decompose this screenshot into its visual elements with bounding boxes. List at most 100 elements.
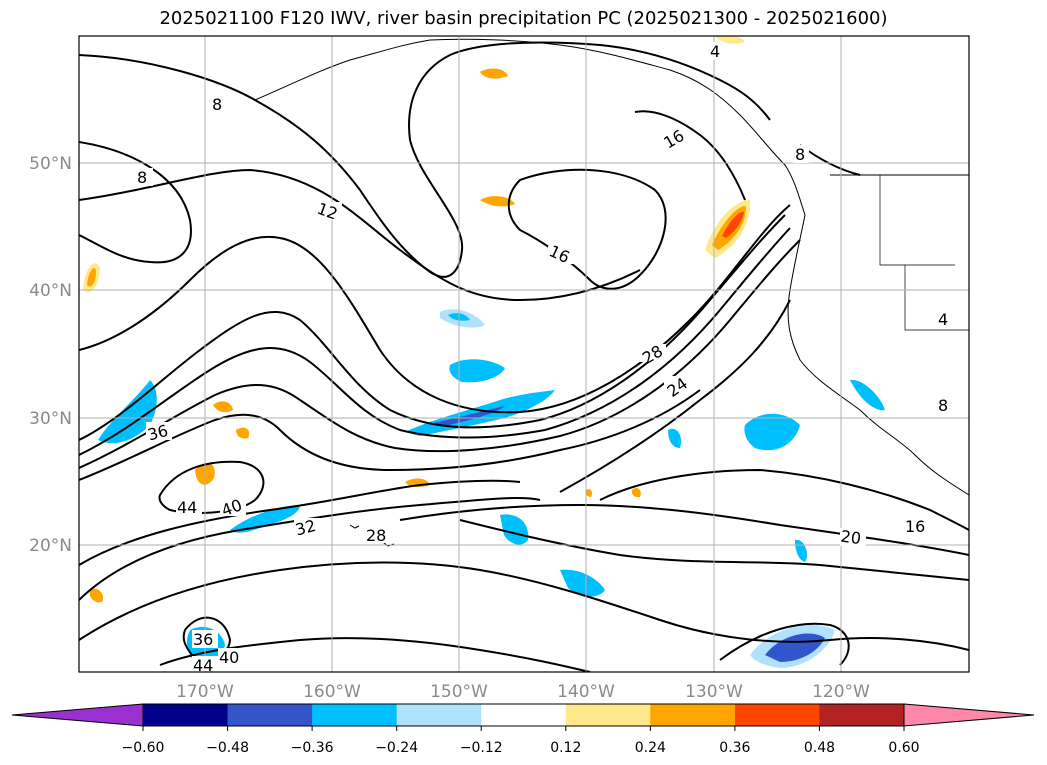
- shade-orange-mid: [480, 196, 515, 207]
- colorbar-tick-label: −0.36: [291, 740, 334, 756]
- contour-label: 44: [193, 656, 213, 675]
- coast-alaska: [254, 38, 806, 216]
- colorbar-segment: [734, 704, 820, 726]
- shade-blue-east: [744, 413, 800, 451]
- state-lines-2: [904, 265, 969, 331]
- contour-20-inner: [559, 299, 791, 493]
- contour-16-closed: [507, 168, 667, 290]
- graticule: [79, 36, 969, 672]
- colorbar-tick-label: −0.24: [375, 740, 418, 756]
- lon-tick-label: 160°W: [303, 682, 361, 702]
- contour-label: 8: [212, 95, 222, 114]
- lat-axis-labels: 50°N 40°N 30°N 20°N: [29, 154, 72, 556]
- contour-16-east: [599, 468, 969, 531]
- lat-tick-label: 30°N: [29, 409, 72, 429]
- colorbar-frame: [142, 703, 905, 727]
- colorbar-tick-label: 0.24: [635, 740, 666, 756]
- contour-44-southeast: [719, 622, 850, 666]
- colorbar-segment: [650, 704, 736, 726]
- contour-label: 36: [146, 421, 171, 445]
- shade-orange-f: [585, 489, 593, 497]
- lon-axis-labels: 170°W 160°W 150°W 140°W 130°W 120°W: [176, 682, 870, 702]
- contour-20-south: [79, 561, 969, 651]
- contour-12: [79, 168, 641, 302]
- map-title: 2025021100 F120 IWV, river basin precipi…: [159, 8, 888, 29]
- contour-16-north: [634, 110, 746, 201]
- contour-label: 8: [137, 168, 147, 187]
- colorbar-tick-label: −0.12: [460, 740, 503, 756]
- iwv-contours: [79, 41, 969, 672]
- shade-orange-c: [89, 588, 104, 603]
- shade-blue-mid: [500, 514, 529, 545]
- shade-orange-west: [87, 267, 96, 287]
- colorbar-segment: [481, 704, 567, 726]
- colorbar-segment: [819, 704, 905, 726]
- contour-36: [79, 389, 701, 481]
- lon-tick-label: 140°W: [557, 682, 615, 702]
- plot-frame: [78, 35, 970, 673]
- contour-label: 20: [839, 527, 862, 549]
- shade-blue-patch: [449, 359, 505, 383]
- shade-blue-mexico: [850, 379, 885, 411]
- contour-32: [79, 239, 801, 469]
- contour-label: 36: [193, 630, 213, 649]
- shade-blue-mid2: [560, 569, 605, 597]
- shade-blue-small3: [668, 428, 682, 448]
- colorbar-tick-label: 0.60: [888, 740, 919, 756]
- colorbar-extend-right: [903, 703, 1035, 727]
- colorbar: −0.60 −0.48 −0.36 −0.24 −0.12 0.12 0.24 0.36 0.4…: [11, 703, 1035, 756]
- contour-20: [79, 204, 791, 414]
- contour-label: 8: [938, 396, 948, 415]
- plot-area: [79, 36, 969, 672]
- contour-28: [79, 214, 786, 441]
- shade-orange-a: [213, 401, 233, 413]
- shade-red-coast: [722, 211, 744, 238]
- contour-label: 28: [366, 526, 386, 545]
- lat-tick-label: 50°N: [29, 154, 72, 174]
- colorbar-tick-label: 0.12: [550, 740, 581, 756]
- contour-24: [79, 227, 791, 456]
- contour-32-south: [79, 496, 541, 601]
- contour-20-mid: [399, 503, 969, 556]
- contour-28-south: [79, 479, 521, 566]
- colorbar-tick-label: 0.48: [804, 740, 835, 756]
- contour-label: 44: [177, 498, 197, 517]
- contour-label: 40: [219, 648, 239, 667]
- colorbar-tick-label: −0.48: [206, 740, 249, 756]
- colorbar-segment: [227, 704, 313, 726]
- colorbar-segment: [143, 704, 229, 726]
- shade-orange-e: [631, 487, 641, 498]
- colorbar-extend-left: [11, 703, 144, 727]
- lat-tick-label: 40°N: [29, 281, 72, 301]
- coastlines: [254, 38, 969, 547]
- coast-westus: [787, 214, 969, 496]
- shade-blue-hawaii: [230, 505, 300, 533]
- contour-label: 16: [905, 517, 925, 536]
- colorbar-tick-label: 0.36: [719, 740, 750, 756]
- contour-label: 4: [710, 42, 720, 61]
- shade-yellow-top: [715, 36, 745, 44]
- contour-label: 32: [293, 516, 318, 540]
- contour-label: 8: [795, 145, 805, 164]
- lon-tick-label: 170°W: [176, 682, 234, 702]
- contour-16-south: [459, 519, 969, 581]
- colorbar-segment: [312, 704, 398, 726]
- lon-tick-label: 120°W: [812, 682, 870, 702]
- colorbar-segment: [565, 704, 651, 726]
- shade-orange-north: [480, 68, 508, 79]
- shade-orange-b: [236, 427, 250, 439]
- colorbar-segments: [11, 703, 1035, 727]
- colorbar-segment: [396, 704, 482, 726]
- contour-labels: 8 8 12 16 16 28 24 36 44 40 32 28 20: [135, 42, 952, 675]
- lon-tick-label: 150°W: [430, 682, 488, 702]
- lat-tick-label: 20°N: [29, 536, 72, 556]
- contour-label: 4: [938, 310, 948, 329]
- colorbar-tick-label: −0.60: [122, 740, 165, 756]
- colorbar-ticks: −0.60 −0.48 −0.36 −0.24 −0.12 0.12 0.24 0.36 0.4…: [122, 726, 920, 756]
- contour-44-closed: [158, 460, 265, 514]
- contour-8-north: [79, 41, 771, 278]
- lon-tick-label: 130°W: [685, 682, 743, 702]
- contour-8-west: [79, 141, 192, 264]
- state-lines: [879, 175, 955, 266]
